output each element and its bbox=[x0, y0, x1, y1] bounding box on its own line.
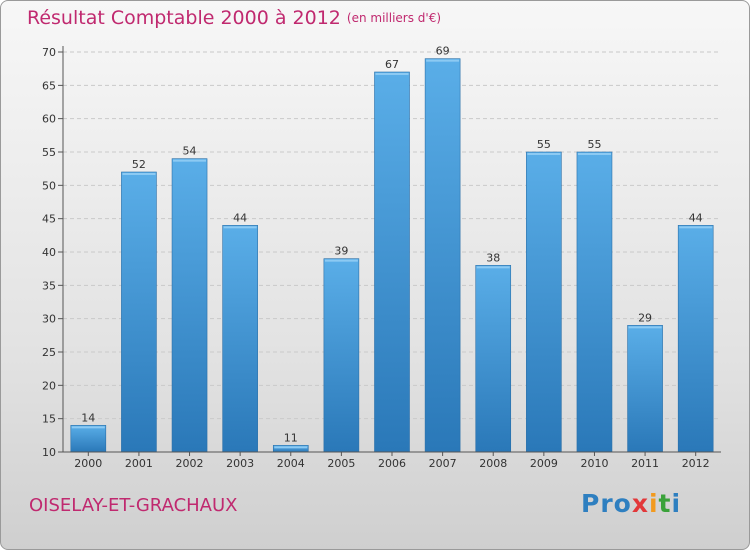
bar-highlight-2005 bbox=[324, 259, 358, 262]
bar-highlight-2001 bbox=[122, 173, 156, 175]
bar-highlight-2012 bbox=[679, 226, 713, 229]
x-tick-label-2001: 2001 bbox=[125, 457, 153, 470]
y-tick-label-65: 65 bbox=[42, 79, 56, 92]
bar-2005[interactable] bbox=[323, 258, 360, 453]
x-tick-label-2012: 2012 bbox=[682, 457, 710, 470]
bar-highlight-2007 bbox=[426, 59, 460, 62]
y-tick-label-30: 30 bbox=[42, 313, 56, 326]
bar-2006[interactable] bbox=[374, 71, 410, 453]
y-tick-label-40: 40 bbox=[42, 246, 56, 259]
bar-highlight-2002 bbox=[173, 159, 207, 162]
y-tick-label-10: 10 bbox=[42, 446, 56, 459]
bar-highlight-2008 bbox=[476, 266, 510, 269]
bar-2012[interactable] bbox=[677, 225, 714, 453]
x-tick-label-2006: 2006 bbox=[378, 457, 406, 470]
data-labels: 14 52 54 44 11 39 67 69 38 55 55 29 44 bbox=[81, 45, 702, 445]
x-tick-label-2004: 2004 bbox=[277, 457, 305, 470]
bar-2002[interactable] bbox=[171, 158, 208, 453]
bar-2008[interactable] bbox=[475, 265, 512, 453]
logo-part-x: x bbox=[631, 489, 649, 518]
bar-highlight-2010 bbox=[577, 153, 611, 155]
logo-part-i2: i bbox=[671, 489, 682, 518]
value-label-2006: 67 bbox=[385, 58, 399, 71]
x-tick-label-2002: 2002 bbox=[176, 457, 204, 470]
value-label-2002: 54 bbox=[183, 145, 197, 158]
logo-part-i: i bbox=[648, 489, 659, 518]
x-tick-label-2009: 2009 bbox=[530, 457, 558, 470]
bar-2001[interactable] bbox=[121, 171, 157, 453]
value-label-2003: 44 bbox=[233, 211, 247, 224]
y-tick-label-70: 70 bbox=[42, 46, 56, 59]
value-label-2001: 52 bbox=[132, 158, 146, 171]
bar-2009[interactable] bbox=[526, 151, 562, 453]
value-label-2010: 55 bbox=[587, 138, 601, 151]
proxiti-logo[interactable]: Proxiti bbox=[581, 489, 681, 518]
value-label-2007: 69 bbox=[436, 45, 450, 58]
y-tick-label-15: 15 bbox=[42, 413, 56, 426]
commune-name: OISELAY-ET-GRACHAUX bbox=[29, 495, 238, 516]
value-label-2008: 38 bbox=[486, 251, 500, 264]
value-label-2011: 29 bbox=[638, 311, 652, 324]
y-tick-label-20: 20 bbox=[42, 379, 56, 392]
value-label-2009: 55 bbox=[537, 138, 551, 151]
bar-highlight-2000 bbox=[71, 426, 105, 429]
y-tick-label-25: 25 bbox=[42, 346, 56, 359]
y-tick-label-60: 60 bbox=[42, 113, 56, 126]
x-tick-label-2010: 2010 bbox=[580, 457, 608, 470]
bar-highlight-2003 bbox=[223, 226, 257, 229]
x-tick-label-2008: 2008 bbox=[479, 457, 507, 470]
bar-2007[interactable] bbox=[424, 58, 461, 453]
logo-part-pro: Pro bbox=[581, 489, 632, 518]
y-tick-label-35: 35 bbox=[42, 279, 56, 292]
y-tick-label-45: 45 bbox=[42, 213, 56, 226]
bar-highlight-2004 bbox=[274, 446, 308, 449]
value-label-2012: 44 bbox=[689, 211, 703, 224]
axes: 10 15 20 25 30 35 40 45 50 55 60 65 70 2000 2001 2002 20… bbox=[42, 46, 721, 470]
x-tick-label-2003: 2003 bbox=[226, 457, 254, 470]
x-tick-label-2005: 2005 bbox=[327, 457, 355, 470]
x-tick-label-2007: 2007 bbox=[429, 457, 457, 470]
chart-subtitle: (en milliers d'€) bbox=[346, 11, 442, 25]
bar-2010[interactable] bbox=[576, 151, 613, 453]
bar-2011[interactable] bbox=[627, 325, 663, 453]
bar-2000[interactable] bbox=[70, 425, 107, 453]
bar-2003[interactable] bbox=[222, 225, 258, 453]
logo-part-t: t bbox=[658, 489, 672, 518]
x-tick-label-2011: 2011 bbox=[631, 457, 659, 470]
bars bbox=[70, 58, 714, 453]
value-label-2004: 11 bbox=[284, 431, 298, 444]
y-tick-label-55: 55 bbox=[42, 146, 56, 159]
bar-highlight-2009 bbox=[527, 153, 561, 155]
value-label-2000: 14 bbox=[81, 411, 95, 424]
y-tick-label-50: 50 bbox=[42, 179, 56, 192]
bar-highlight-2006 bbox=[375, 73, 409, 75]
chart-title-text: Résultat Comptable 2000 à 2012 bbox=[27, 7, 341, 29]
value-label-2005: 39 bbox=[334, 245, 348, 258]
x-tick-label-2000: 2000 bbox=[74, 457, 102, 470]
bar-highlight-2011 bbox=[628, 326, 662, 329]
chart-title: Résultat Comptable 2000 à 2012 (en millie… bbox=[27, 7, 441, 29]
